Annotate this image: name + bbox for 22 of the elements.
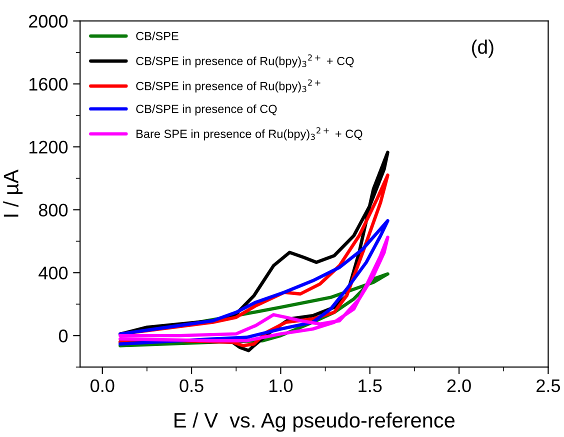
y-tick-label: 0	[58, 330, 68, 342]
x-tick-label: 0.5	[180, 379, 204, 392]
x-axis-title: E / V vs. Ag pseudo-reference	[174, 412, 455, 432]
legend-label: CB/SPE in presence of Ru(bpy)$_{3}$$^{2+}$	[136, 79, 320, 93]
x-tick-label: 1.5	[358, 380, 382, 392]
x-tick-label: 2.5	[536, 379, 560, 392]
line-series	[118, 219, 390, 346]
y-tick-label: 2000	[29, 14, 68, 28]
y-tick-label: 1200	[29, 140, 68, 154]
y-axis-title: I / µA	[3, 170, 23, 217]
x-tick-label: 2.0	[447, 379, 471, 392]
x-tick-label: 0.0	[90, 379, 114, 392]
legend-label: CB/SPE in presence of CQ	[136, 104, 277, 116]
y-tick-label: 800	[38, 204, 68, 216]
y-tick-label: 1600	[29, 78, 68, 91]
y-tick-label: 400	[38, 266, 68, 280]
line-series	[118, 236, 390, 342]
x-tick-label: 1.0	[270, 379, 293, 392]
legend-label: CB/SPE in presence of Ru(bpy)$_{3}$$^{2+}$ + CQ	[136, 54, 354, 68]
legend-label: CB/SPE	[136, 32, 178, 40]
annotation: (d)	[472, 40, 494, 58]
legend-label: Bare SPE in presence of Ru(bpy)$_{3}$$^{2+}$ + CQ	[136, 127, 362, 140]
